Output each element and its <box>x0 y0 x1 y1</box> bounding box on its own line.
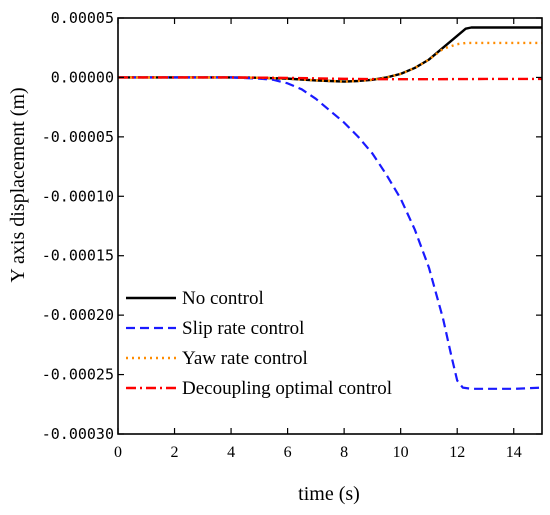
legend-label-1: No control <box>182 288 264 309</box>
series-line-2 <box>118 76 543 390</box>
x-tick-label: 8 <box>340 444 348 461</box>
x-tick-label: 14 <box>506 444 522 461</box>
plot-background <box>118 18 542 434</box>
x-tick-label: 4 <box>227 444 235 461</box>
legend-label-2: Slip rate control <box>182 318 304 339</box>
x-tick-label: 12 <box>449 444 465 461</box>
plot-area <box>118 18 542 434</box>
series-layer <box>118 26 543 390</box>
y-tick-label: 0.00000 <box>51 68 114 86</box>
x-axis-label: time (s) <box>298 483 360 505</box>
y-tick-label: -0.00010 <box>42 187 114 205</box>
plot-frame <box>117 17 543 435</box>
y-tick-label: -0.00015 <box>42 247 114 265</box>
legend-label-4: Decoupling optimal control <box>182 378 392 399</box>
series-line-4 <box>118 76 542 81</box>
x-tick-label: 10 <box>393 444 409 461</box>
axes-layer: 0 2 4 6 8 10 12 14 0.00005 0.00000 -0.00005 -0.0001… <box>42 9 543 461</box>
legend: No control Slip rate control Yaw rate cont… <box>126 288 392 399</box>
y-tick-label: -0.00005 <box>42 128 114 146</box>
x-tick-label: 6 <box>284 444 292 461</box>
y-tick-label: -0.00020 <box>42 306 114 324</box>
y-tick-label: 0.00005 <box>51 9 114 27</box>
series-line-3 <box>118 41 542 83</box>
y-tick-label: -0.00030 <box>42 425 114 443</box>
legend-label-3: Yaw rate control <box>182 348 308 369</box>
x-tick-label: 0 <box>114 444 122 461</box>
y-axis-label: Y axis displacement (m) <box>7 87 29 282</box>
y-tick-label: -0.00025 <box>42 366 114 384</box>
x-tick-label: 2 <box>171 444 179 461</box>
